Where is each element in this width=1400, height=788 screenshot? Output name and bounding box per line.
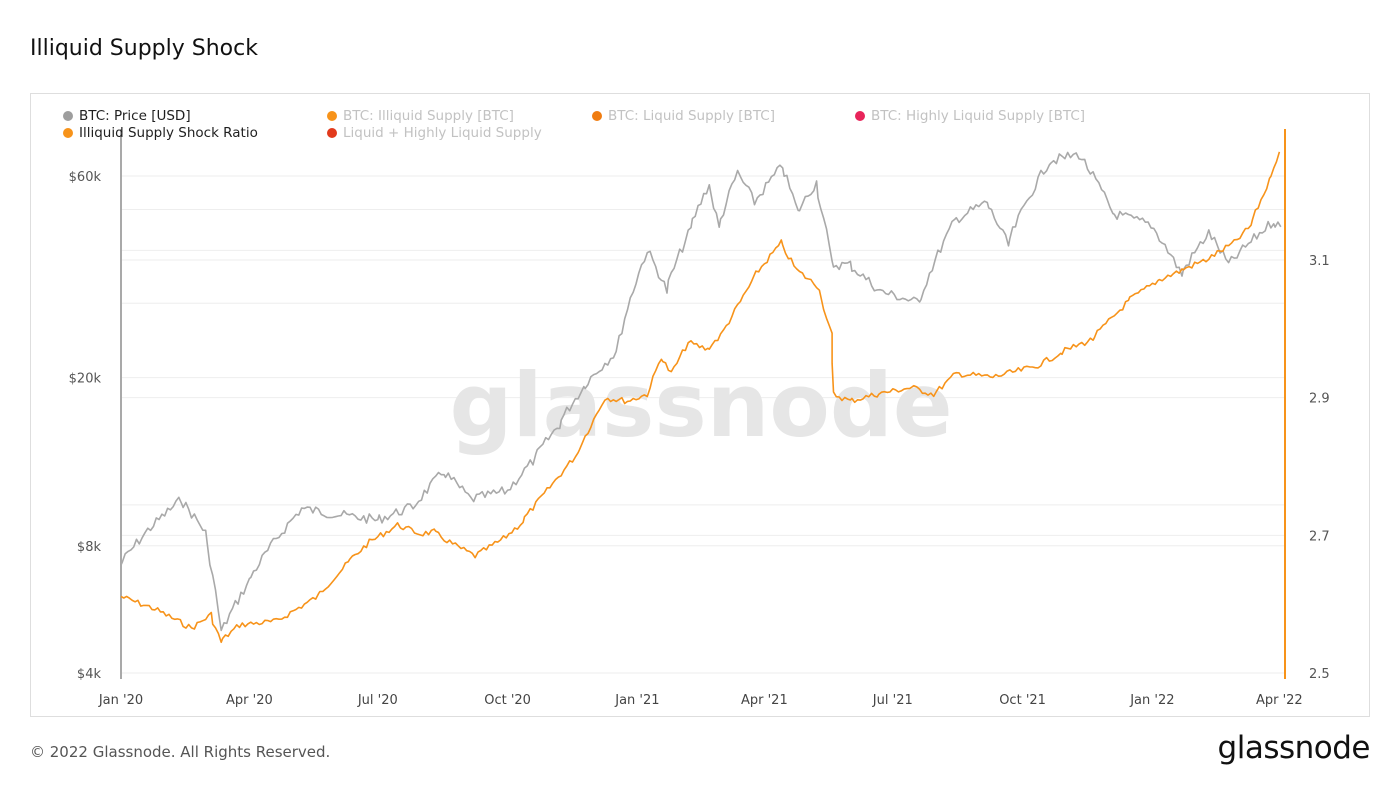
x-tick-label: Oct '21: [999, 693, 1046, 708]
x-tick-label: Apr '22: [1256, 693, 1303, 708]
x-tick-label: Jan '21: [614, 693, 659, 708]
copyright-text: © 2022 Glassnode. All Rights Reserved.: [30, 743, 331, 761]
y-left-tick-label: $4k: [77, 667, 102, 682]
y-left-tick-label: $8k: [77, 540, 102, 555]
y-left-tick-label: $60k: [69, 170, 102, 185]
legend-label: BTC: Highly Liquid Supply [BTC]: [871, 108, 1086, 124]
legend-item-highly-liquid-supply[interactable]: BTC: Highly Liquid Supply [BTC]: [855, 108, 1085, 124]
legend-dot-highly-liquid-supply: [855, 111, 865, 121]
y-right-tick-label: 2.9: [1309, 392, 1330, 407]
legend-item-shock-ratio[interactable]: Illiquid Supply Shock Ratio: [63, 125, 258, 141]
x-tick-label: Oct '20: [484, 693, 531, 708]
y-left-tick-label: $20k: [69, 372, 102, 387]
legend-label: Liquid + Highly Liquid Supply: [343, 125, 542, 141]
y-right-tick-label: 2.5: [1309, 667, 1330, 682]
legend-dot-price: [63, 111, 73, 121]
legend-dot-shock-ratio: [63, 128, 73, 138]
series-btc-price-line: [120, 151, 1282, 632]
legend-item-price[interactable]: BTC: Price [USD]: [63, 108, 191, 124]
x-tick-label: Apr '20: [226, 693, 273, 708]
legend-dot-illiquid-supply: [327, 111, 337, 121]
series-illiquid-supply-shock-ratio-line: [120, 151, 1281, 644]
x-tick-label: Apr '21: [741, 693, 788, 708]
glassnode-logo: glassnode: [1217, 730, 1371, 766]
legend-item-illiquid-supply[interactable]: BTC: Illiquid Supply [BTC]: [327, 108, 514, 124]
x-tick-label: Jan '20: [98, 693, 143, 708]
y-right-tick-label: 2.7: [1309, 529, 1330, 544]
legend-dot-liquid-plus-highly-liquid: [327, 128, 337, 138]
chart-canvas: glassnode $4k $8k $20k $60k 2.5 2.7 2.9 3.1 Jan '…: [69, 129, 1330, 708]
watermark-text: glassnode: [449, 354, 952, 457]
legend-label: Illiquid Supply Shock Ratio: [79, 125, 258, 141]
x-tick-label: Jul '21: [872, 693, 913, 708]
x-tick-label: Jan '22: [1129, 693, 1174, 708]
legend-label: BTC: Liquid Supply [BTC]: [608, 108, 775, 124]
legend-dot-liquid-supply: [592, 111, 602, 121]
legend-label: BTC: Illiquid Supply [BTC]: [343, 108, 514, 124]
legend-item-liquid-supply[interactable]: BTC: Liquid Supply [BTC]: [592, 108, 775, 124]
y-right-tick-label: 3.1: [1309, 254, 1330, 269]
legend: BTC: Price [USD] BTC: Illiquid Supply [B…: [63, 108, 1163, 148]
page-title: Illiquid Supply Shock: [30, 36, 258, 61]
x-tick-label: Jul '20: [357, 693, 398, 708]
chart-card: glassnode $4k $8k $20k $60k 2.5 2.7 2.9 3.1 Jan '…: [30, 93, 1370, 717]
legend-item-liquid-plus-highly-liquid[interactable]: Liquid + Highly Liquid Supply: [327, 125, 542, 141]
legend-label: BTC: Price [USD]: [79, 108, 191, 124]
